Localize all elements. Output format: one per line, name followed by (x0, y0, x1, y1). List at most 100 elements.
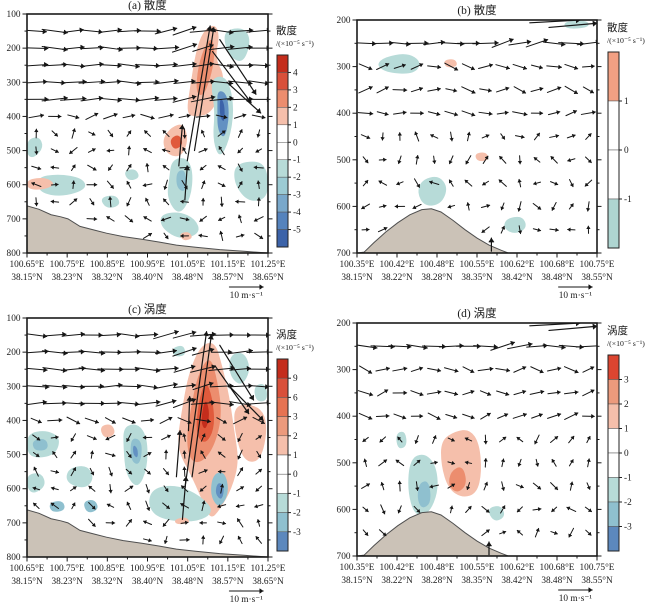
svg-text:100.75°E: 100.75°E (50, 259, 85, 270)
shaded-region (101, 424, 115, 438)
shaded-region (417, 481, 431, 508)
x-axis-labels: 100.65°E 100.75°E 100.85°E 100.95°E 101.05°E… (10, 563, 286, 587)
svg-text:2: 2 (293, 103, 298, 113)
svg-text:0: 0 (624, 449, 629, 459)
svg-text:100.55°E: 100.55°E (460, 562, 495, 573)
svg-text:100: 100 (7, 10, 21, 20)
svg-text:200: 200 (337, 319, 351, 329)
svg-text:3: 3 (293, 413, 298, 423)
shaded-region (504, 216, 526, 233)
svg-text:100.68°E: 100.68°E (540, 562, 575, 573)
svg-text:38.48°N: 38.48°N (172, 576, 204, 587)
svg-text:-2: -2 (293, 173, 301, 183)
svg-text:38.48°N: 38.48°N (541, 272, 573, 283)
svg-text:100.65°E: 100.65°E (10, 563, 45, 574)
svg-text:38.15°N: 38.15°N (341, 272, 373, 283)
svg-text:38.32°N: 38.32°N (92, 576, 124, 587)
axes: 200 300 400 500 600 700 (337, 16, 602, 259)
svg-text:800: 800 (7, 249, 21, 259)
svg-text:100.75°E: 100.75°E (580, 562, 615, 573)
svg-text:1: 1 (293, 121, 298, 131)
svg-text:38.55°N: 38.55°N (581, 272, 613, 283)
svg-text:101.15°E: 101.15°E (210, 563, 245, 574)
svg-text:700: 700 (7, 519, 21, 529)
svg-text:散度: 散度 (607, 21, 628, 34)
svg-text:38.22°N: 38.22°N (381, 575, 413, 586)
svg-text:-1: -1 (293, 156, 301, 166)
svg-text:400: 400 (337, 412, 351, 422)
svg-text:38.32°N: 38.32°N (92, 272, 124, 283)
svg-text:100.75°E: 100.75°E (50, 563, 85, 574)
svg-text:38.42°N: 38.42°N (501, 575, 533, 586)
svg-text:100.95°E: 100.95°E (130, 259, 165, 270)
svg-text:100.95°E: 100.95°E (130, 563, 165, 574)
axes: 200 300 400 500 600 700 (337, 319, 602, 562)
svg-text:101.25°E: 101.25°E (251, 259, 286, 270)
svg-text:100.75°E: 100.75°E (580, 259, 615, 270)
shaded-region (489, 506, 505, 521)
svg-text:38.22°N: 38.22°N (381, 272, 413, 283)
svg-text:600: 600 (7, 181, 21, 191)
shaded-region (234, 404, 267, 462)
terrain (357, 208, 597, 253)
svg-text:6: 6 (293, 393, 298, 403)
panel-c-title: (c) 涡度 (128, 304, 167, 316)
svg-text:38.28°N: 38.28°N (421, 272, 453, 283)
svg-text:38.40°N: 38.40°N (132, 272, 164, 283)
shaded-regions (378, 20, 589, 233)
shaded-region (49, 501, 65, 512)
svg-text:600: 600 (337, 505, 351, 515)
svg-text:2: 2 (293, 432, 298, 442)
svg-text:10 m·s⁻¹: 10 m·s⁻¹ (559, 291, 592, 301)
svg-text:700: 700 (7, 215, 21, 225)
shaded-region (378, 54, 420, 74)
svg-text:300: 300 (337, 63, 351, 73)
shaded-region (170, 135, 183, 149)
shaded-region (396, 431, 407, 449)
svg-text:300: 300 (7, 78, 21, 88)
shaded-region (254, 384, 267, 402)
axes: 100 200 300 400 500 600 700 800 (7, 314, 273, 563)
svg-text:-3: -3 (624, 523, 632, 533)
svg-text:-1: -1 (624, 474, 632, 484)
svg-text:38.40°N: 38.40°N (132, 576, 164, 587)
svg-text:38.23°N: 38.23°N (51, 272, 83, 283)
colorbar: 散度 /(×10⁻⁵ s⁻¹) 1 0 -1 (607, 21, 645, 249)
shaded-region (133, 445, 138, 458)
svg-text:200: 200 (7, 44, 21, 54)
wind-field (27, 329, 268, 545)
svg-text:-1: -1 (293, 489, 301, 499)
terrain (27, 509, 268, 557)
svg-text:400: 400 (7, 112, 21, 122)
shaded-region (125, 169, 139, 181)
svg-text:1: 1 (624, 425, 629, 435)
svg-text:100.35°E: 100.35°E (340, 259, 375, 270)
svg-text:38.28°N: 38.28°N (421, 575, 453, 586)
svg-text:100.62°E: 100.62°E (500, 259, 535, 270)
svg-text:38.35°N: 38.35°N (461, 272, 493, 283)
svg-text:38.65°N: 38.65°N (252, 576, 284, 587)
svg-text:200: 200 (337, 16, 351, 26)
shaded-region (84, 500, 98, 513)
x-axis-labels: 100.65°E 100.75°E 100.85°E 100.95°E 101.05°E… (10, 259, 286, 283)
svg-text:-4: -4 (293, 208, 301, 218)
svg-text:38.65°N: 38.65°N (252, 272, 284, 283)
svg-text:38.23°N: 38.23°N (51, 576, 83, 587)
svg-text:100.85°E: 100.85°E (90, 563, 125, 574)
panel-d-title: (d) 涡度 (457, 308, 497, 320)
shaded-region (224, 28, 250, 62)
shaded-region (475, 152, 488, 162)
svg-text:/(×10⁻⁵ s⁻¹): /(×10⁻⁵ s⁻¹) (607, 339, 645, 348)
svg-text:100: 100 (7, 314, 21, 324)
svg-text:101.15°E: 101.15°E (210, 259, 245, 270)
svg-text:100.42°E: 100.42°E (380, 562, 415, 573)
svg-text:38.57°N: 38.57°N (212, 272, 244, 283)
shaded-region (37, 174, 86, 196)
svg-text:38.15°N: 38.15°N (11, 272, 43, 283)
ref-vector: 10 m·s⁻¹ (228, 284, 264, 301)
svg-text:38.15°N: 38.15°N (11, 576, 43, 587)
